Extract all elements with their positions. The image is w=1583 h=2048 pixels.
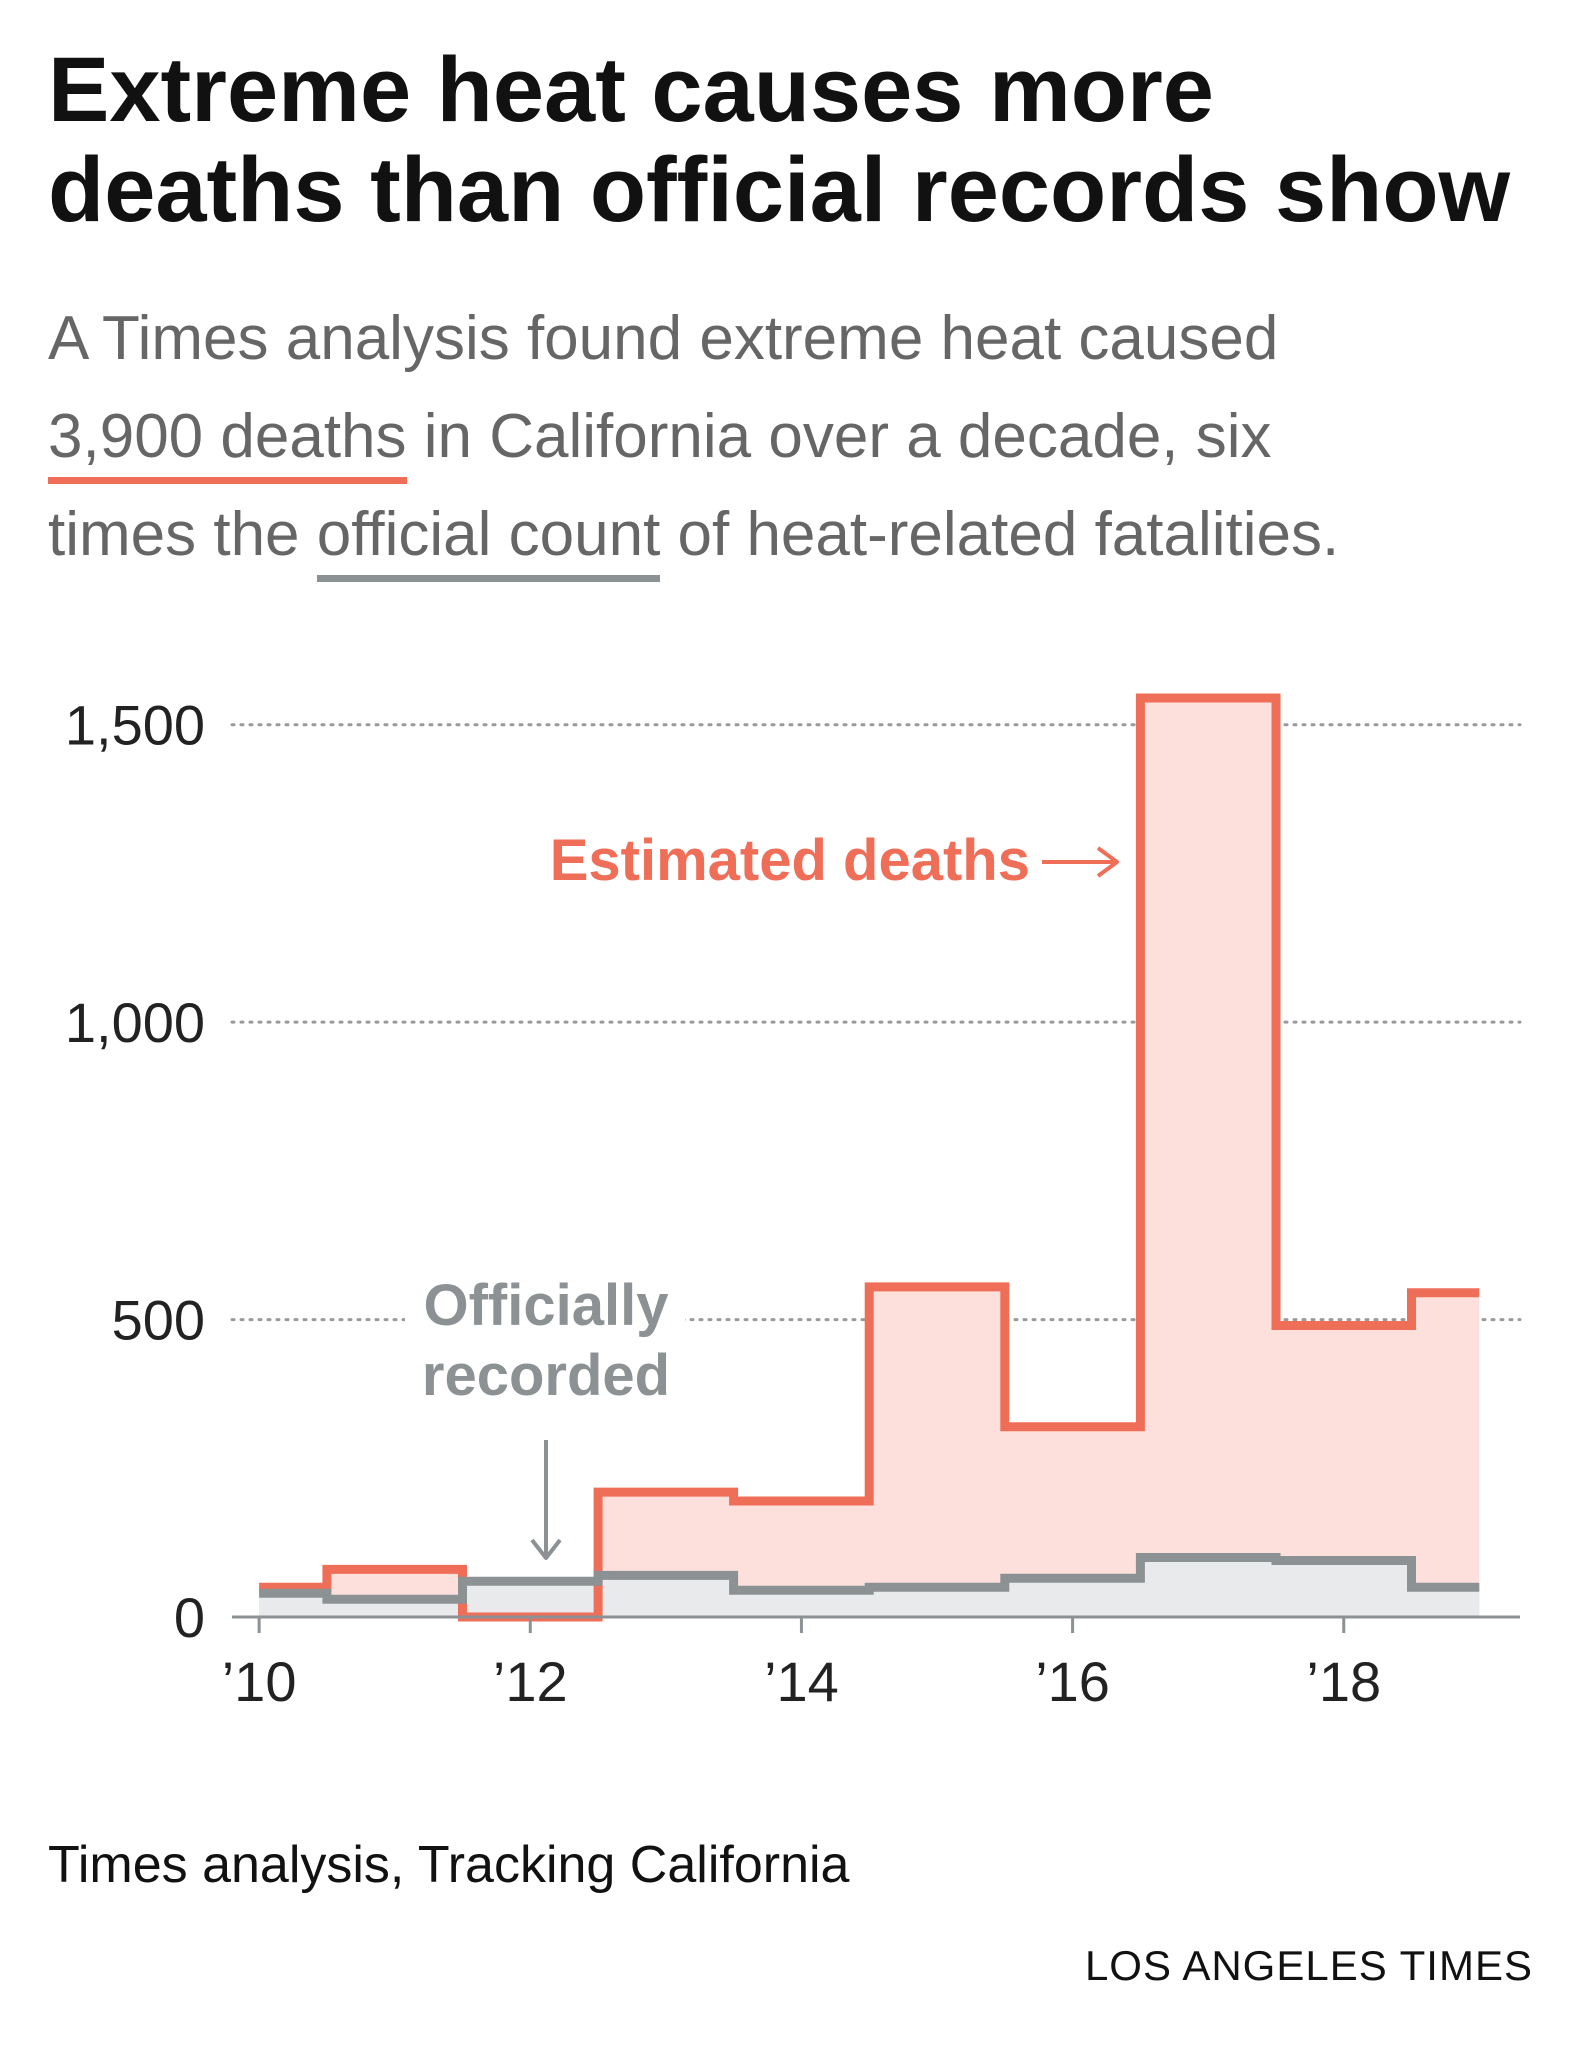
subtitle-part-4: of heat-related fatalities. [660, 500, 1340, 569]
subtitle-part-1: A Times analysis found extreme heat caus… [48, 304, 1279, 373]
x-tick-label: ’16 [1035, 1650, 1110, 1713]
x-tick-label: ’14 [764, 1650, 839, 1713]
official-arrow-head [530, 1538, 562, 1560]
estimated-arrow-head [1096, 846, 1119, 878]
x-tick-label: ’18 [1306, 1650, 1381, 1713]
series-lines [259, 693, 1480, 1622]
y-tick-label: 500 [112, 1289, 205, 1352]
title-line-1: Extreme heat causes more [48, 39, 1214, 141]
official-label-background [405, 1280, 685, 1420]
step-area-chart: 0 500 1,000 1,500 ’10 ’12 ’14 ’16 ’18 Estimated … [65, 693, 1522, 1713]
source-note: Times analysis, Tracking California [48, 1836, 850, 1894]
highlight-official-count: official count [316, 500, 661, 582]
title-line-2: deaths than official records show [48, 139, 1511, 241]
estimated-deaths-label: Estimated deaths [550, 828, 1030, 893]
officially-recorded-label-line-1: Officially [424, 1273, 669, 1338]
chart-subtitle: A Times analysis found extreme heat caus… [48, 290, 1548, 584]
highlight-estimated-deaths: 3,900 deaths [48, 402, 407, 484]
x-tick-label: ’10 [222, 1650, 297, 1713]
officially-recorded-label-line-2: recorded [422, 1343, 670, 1408]
subtitle-part-3: times the [48, 500, 317, 569]
publisher-credit: LOS ANGELES TIMES [1084, 1942, 1533, 1989]
estimated-deaths-area [259, 698, 1480, 1617]
axes: 0 500 1,000 1,500 ’10 ’12 ’14 ’16 ’18 [65, 694, 1520, 1713]
area-fills [259, 698, 1480, 1617]
officially-recorded-line [259, 1553, 1480, 1604]
y-tick-label: 1,500 [65, 694, 205, 757]
gridlines [230, 723, 1522, 1322]
chart-title: Extreme heat causes more deaths than off… [48, 40, 1528, 240]
x-tick-label: ’12 [493, 1650, 568, 1713]
subtitle-part-2: in California over a decade, six [406, 402, 1272, 471]
y-tick-label: 0 [174, 1586, 205, 1649]
officially-recorded-area [259, 1557, 1480, 1617]
y-tick-label: 1,000 [65, 991, 205, 1054]
